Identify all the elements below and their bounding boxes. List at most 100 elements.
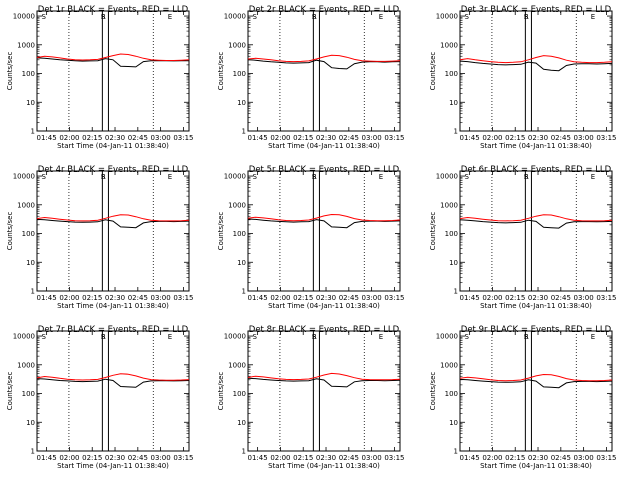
x-tick-label: 02:30 [316,294,336,302]
y-tick-label: 100 [233,230,246,238]
marker-label: S [465,13,470,21]
x-tick-label: 01:45 [37,454,57,462]
x-tick-label: 02:30 [105,294,125,302]
y-tick-label: 100 [445,390,458,398]
marker-label: S [253,173,258,181]
events-line [36,218,190,229]
y-tick-label: 1 [454,288,458,296]
marker-label: R [312,333,317,341]
y-tick-label: 10 [449,259,458,267]
detector-panel-1: Det 1r BLACK = Events, RED = LLD 1 10 100 10… [6,5,194,150]
y-tick-label: 10000 [13,173,35,181]
x-tick-label: 02:30 [105,454,125,462]
y-tick-label: 10000 [436,333,458,341]
y-tick-label: 1 [454,448,458,456]
y-tick-label: 1 [31,128,35,136]
x-tick-label: 02:30 [316,454,336,462]
x-axis-label: Start Time (04-Jan-11 01:38:40) [57,462,169,470]
y-tick-label: 10000 [436,173,458,181]
y-axis-label: Counts/sec [217,52,225,91]
marker-label: E [591,173,595,181]
x-tick-label: 02:45 [128,294,148,302]
marker-label: S [42,333,47,341]
marker-label: S [465,333,470,341]
panel-title: Det 9r BLACK = Events, RED = LLD [461,325,612,335]
panel-title: Det 6r BLACK = Events, RED = LLD [461,165,612,175]
panel-title: Det 4r BLACK = Events, RED = LLD [38,165,189,175]
x-tick-label: 02:15 [505,294,525,302]
events-line [459,378,613,389]
x-axis-label: Start Time (04-Jan-11 01:38:40) [268,142,380,150]
marker-label: S [312,173,317,181]
marker-label: S [524,13,529,21]
x-tick-label: 03:00 [362,294,382,302]
x-tick-label: 03:00 [151,454,171,462]
x-tick-label: 01:45 [460,454,480,462]
x-tick-label: 03:00 [574,294,594,302]
x-tick-label: 03:15 [384,134,404,142]
detector-panel-8: Det 8r BLACK = Events, RED = LLD 1 10 100 10… [217,325,405,470]
detector-panel-7: Det 7r BLACK = Events, RED = LLD 1 10 100 10… [6,325,194,470]
x-tick-label: 02:00 [270,134,290,142]
y-axis-label: Counts/sec [6,52,14,91]
events-line [459,60,613,72]
x-tick-label: 02:15 [82,454,102,462]
y-tick-label: 10 [26,419,35,427]
x-tick-label: 02:00 [59,454,79,462]
marker-label: S [101,13,106,21]
x-tick-label: 02:45 [551,294,571,302]
x-tick-label: 02:30 [105,134,125,142]
lld-line [459,214,613,222]
x-tick-label: 03:00 [574,134,594,142]
marker-label: R [524,173,529,181]
x-tick-label: 02:00 [270,294,290,302]
marker-label: R [524,13,529,21]
marker-label: S [42,173,47,181]
marker-label: R [101,173,106,181]
marker-label: E [379,173,383,181]
x-tick-label: 02:45 [551,454,571,462]
marker-label: R [524,333,529,341]
marker-label: S [465,173,470,181]
x-axis-label: Start Time (04-Jan-11 01:38:40) [57,302,169,310]
plot-frame [36,10,190,132]
y-tick-label: 1000 [17,201,35,209]
marker-label: E [591,333,595,341]
x-tick-label: 02:00 [59,134,79,142]
x-axis-label: Start Time (04-Jan-11 01:38:40) [268,302,380,310]
y-tick-label: 100 [233,70,246,78]
y-axis-label: Counts/sec [429,372,437,411]
y-tick-label: 1 [454,128,458,136]
marker-label: S [524,173,529,181]
plot-frame [247,170,401,292]
x-tick-label: 01:45 [37,134,57,142]
plot-frame [459,330,613,452]
x-axis-label: Start Time (04-Jan-11 01:38:40) [268,462,380,470]
y-tick-label: 1 [242,448,246,456]
y-tick-label: 1000 [228,201,246,209]
x-tick-label: 02:45 [339,134,359,142]
x-axis-label: Start Time (04-Jan-11 01:38:40) [480,142,592,150]
lld-line [247,372,401,381]
y-tick-label: 10000 [224,173,246,181]
x-tick-label: 02:00 [482,134,502,142]
x-tick-label: 01:45 [460,294,480,302]
x-tick-label: 02:30 [528,454,548,462]
y-axis-label: Counts/sec [6,372,14,411]
y-tick-label: 10000 [13,13,35,21]
detector-panel-9: Det 9r BLACK = Events, RED = LLD 1 10 100 10… [429,325,617,470]
x-tick-label: 02:30 [528,294,548,302]
y-axis-label: Counts/sec [429,52,437,91]
x-tick-label: 03:15 [173,294,193,302]
y-axis-label: Counts/sec [6,212,14,251]
lld-line [36,53,190,61]
panel-title: Det 7r BLACK = Events, RED = LLD [38,325,189,335]
y-tick-label: 100 [22,70,35,78]
x-tick-label: 02:15 [293,134,313,142]
x-tick-label: 03:15 [596,294,616,302]
y-tick-label: 1000 [440,41,458,49]
marker-label: E [591,13,595,21]
marker-label: E [168,333,172,341]
x-tick-label: 03:15 [384,294,404,302]
